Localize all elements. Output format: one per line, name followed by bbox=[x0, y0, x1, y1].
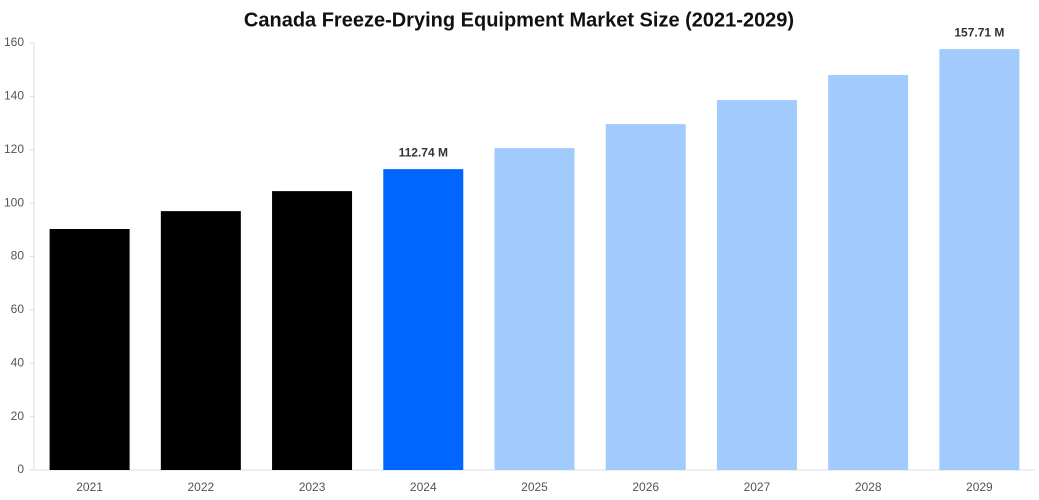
bar bbox=[49, 229, 130, 470]
x-tick-label: 2028 bbox=[855, 480, 882, 494]
y-tick-label: 100 bbox=[4, 195, 24, 209]
bar bbox=[160, 211, 241, 470]
bar bbox=[383, 169, 464, 470]
x-tick-label: 2027 bbox=[744, 480, 771, 494]
y-tick-label: 0 bbox=[17, 462, 24, 476]
chart-title: Canada Freeze-Drying Equipment Market Si… bbox=[244, 9, 794, 31]
y-tick-label: 160 bbox=[4, 35, 24, 49]
y-tick-label: 40 bbox=[11, 355, 25, 369]
bar bbox=[605, 124, 686, 470]
y-tick-label: 60 bbox=[11, 302, 25, 316]
y-tick-label: 140 bbox=[4, 89, 24, 103]
x-tick-label: 2022 bbox=[187, 480, 214, 494]
y-tick-label: 80 bbox=[11, 249, 25, 263]
x-tick-label: 2026 bbox=[632, 480, 659, 494]
bar bbox=[494, 148, 575, 470]
value-label: 157.71 M bbox=[954, 25, 1004, 39]
bar bbox=[272, 191, 353, 470]
x-tick-label: 2025 bbox=[521, 480, 548, 494]
bar bbox=[716, 100, 797, 470]
bar bbox=[939, 49, 1020, 470]
bar bbox=[828, 75, 909, 471]
x-tick-label: 2024 bbox=[410, 480, 437, 494]
y-tick-label: 120 bbox=[4, 142, 24, 156]
y-tick-label: 20 bbox=[11, 409, 25, 423]
x-tick-label: 2021 bbox=[76, 480, 103, 494]
x-tick-label: 2023 bbox=[299, 480, 326, 494]
x-tick-label: 2029 bbox=[966, 480, 993, 494]
value-label: 112.74 M bbox=[399, 145, 448, 159]
